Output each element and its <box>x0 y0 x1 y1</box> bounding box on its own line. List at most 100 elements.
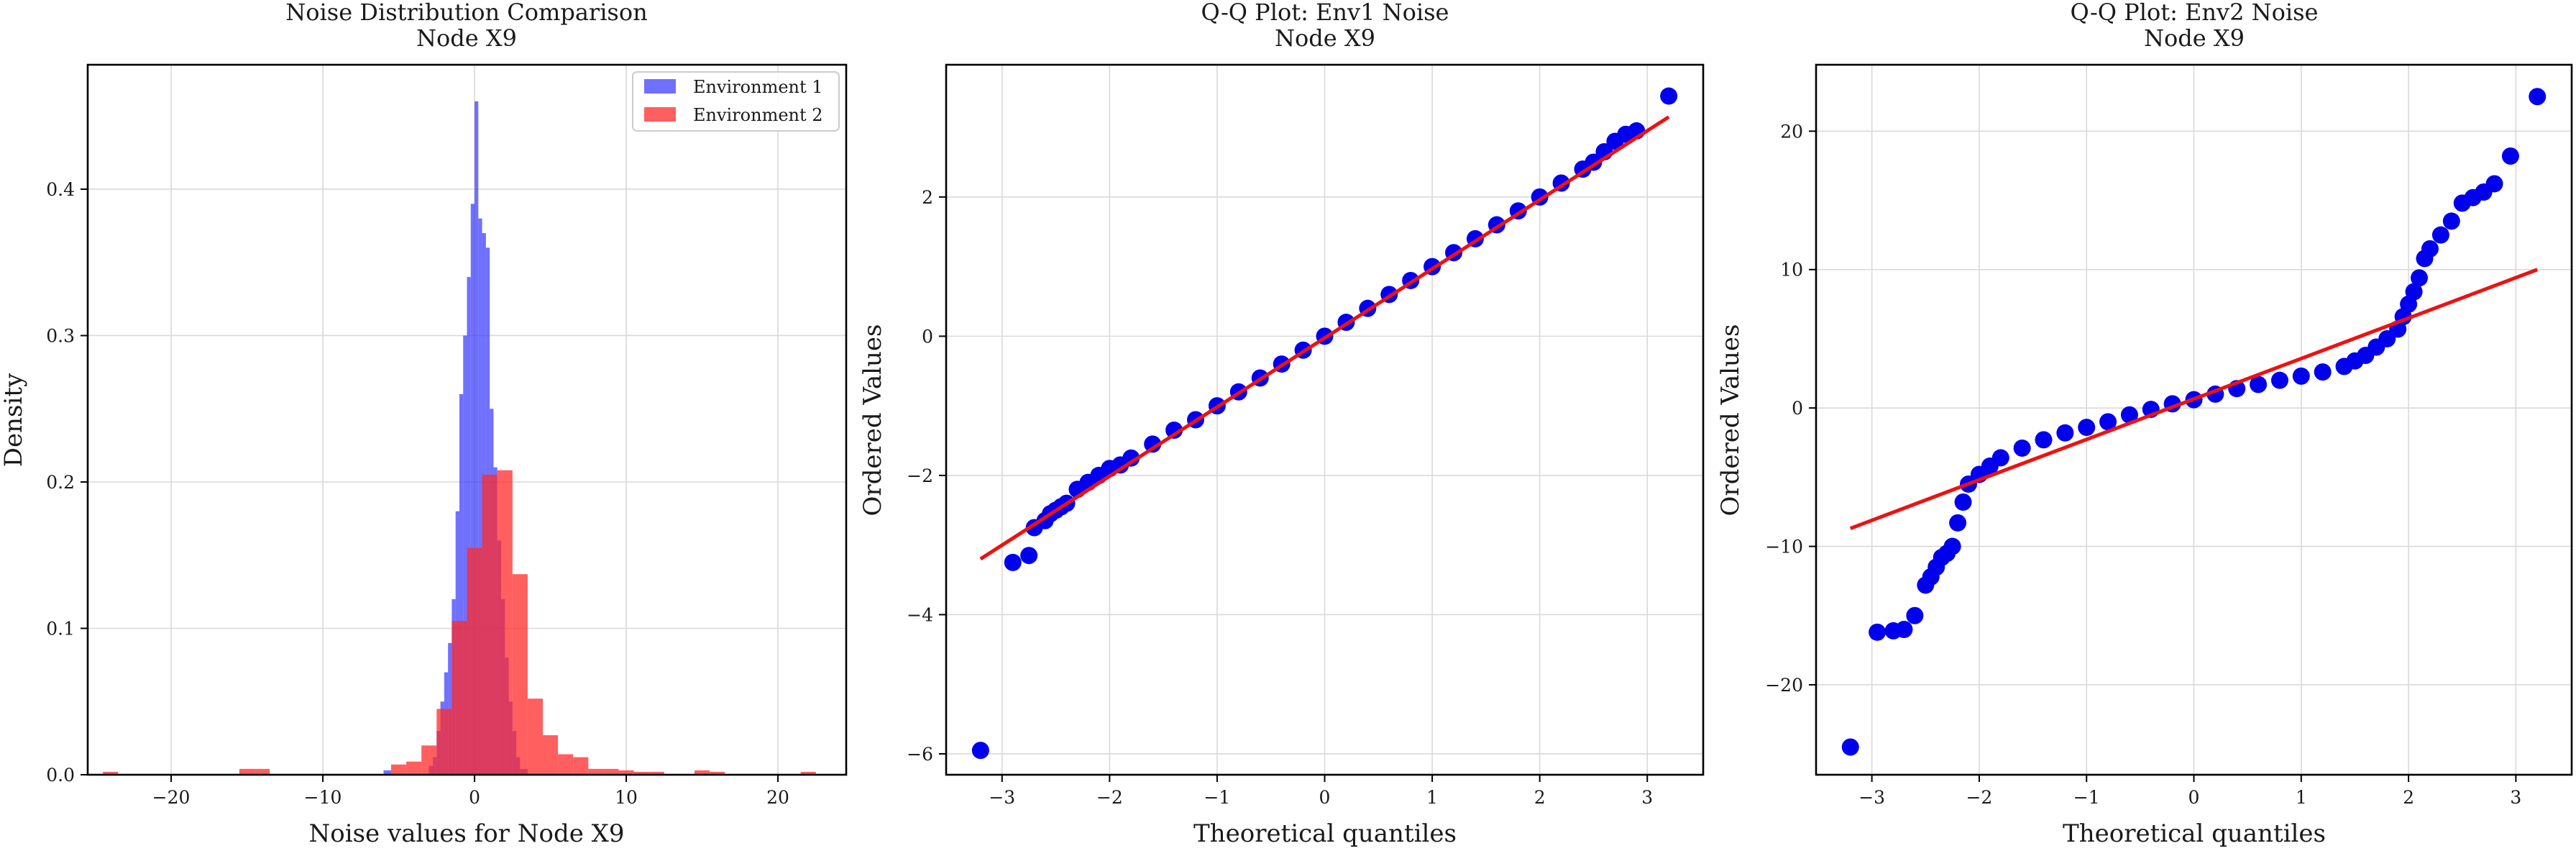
env2-bar <box>421 745 437 775</box>
qq-point <box>1949 514 1967 532</box>
y-ticks: −20 −10 0 10 20 <box>1765 121 1816 696</box>
env2-bar <box>618 770 634 775</box>
x-ticks: −3 −2 −1 0 1 2 3 <box>989 775 1653 808</box>
legend-label-env1: Environment 1 <box>693 77 823 97</box>
x-tick-label: 1 <box>2296 787 2307 808</box>
x-tick-label: 0 <box>1319 787 1331 808</box>
qq-point <box>971 742 989 760</box>
env2-bar <box>436 709 452 775</box>
x-tick-label: −20 <box>152 787 191 808</box>
panel-title-line2: Node X9 <box>416 24 517 52</box>
qq-point <box>2292 367 2310 385</box>
histogram-panel: Noise Distribution Comparison Node X9 −2… <box>0 0 848 848</box>
env2-bar <box>467 547 482 775</box>
panel-title-line1: Noise Distribution Comparison <box>285 0 647 26</box>
y-tick-label: 0 <box>922 326 933 347</box>
qq-point <box>1165 422 1183 440</box>
env1-bar <box>463 335 467 775</box>
env2-bars <box>103 470 816 775</box>
qq-fit-line <box>1849 268 2539 530</box>
qq-point <box>2078 419 2096 437</box>
x-axis-label: Theoretical quantiles <box>2063 819 2326 848</box>
y-tick-label: 20 <box>1780 121 1803 142</box>
qq-point <box>1943 537 1961 555</box>
qq-point <box>1906 606 1924 624</box>
qq-point <box>1954 493 1972 511</box>
qq-point <box>2270 371 2288 389</box>
qq-point <box>1020 547 1038 565</box>
grid-lines <box>946 65 1703 775</box>
y-ticks: −6 −4 −2 0 2 <box>907 187 946 765</box>
x-axis-label: Noise values for Node X9 <box>309 819 625 848</box>
legend-swatch-env2 <box>644 107 676 122</box>
x-tick-label: 1 <box>1426 787 1438 808</box>
env1-bar <box>475 101 479 775</box>
qq-point <box>1869 623 1887 641</box>
env2-bar <box>512 574 528 775</box>
x-tick-label: 0 <box>2188 787 2200 808</box>
y-tick-label: 0.4 <box>46 179 75 200</box>
panel-title-line2: Node X9 <box>2144 24 2245 52</box>
y-tick-label: 0 <box>1792 398 1803 419</box>
env2-bar <box>558 754 574 775</box>
env2-bar <box>452 621 467 775</box>
y-tick-label: −4 <box>907 604 933 625</box>
env2-bar <box>527 698 543 775</box>
x-tick-label: 2 <box>1534 787 1546 808</box>
y-axis-label: Ordered Values <box>858 324 887 516</box>
env1-bar <box>478 218 482 775</box>
panel-title-line2: Node X9 <box>1275 24 1375 52</box>
qq-point <box>1660 87 1678 105</box>
env2-bar <box>406 761 422 775</box>
y-tick-label: −20 <box>1765 675 1803 696</box>
qq-point <box>2411 269 2429 287</box>
x-tick-label: −1 <box>1204 787 1230 808</box>
env2-bar <box>648 771 664 775</box>
y-tick-label: 0.3 <box>46 325 75 346</box>
x-tick-label: −10 <box>304 787 342 808</box>
fit-line <box>1849 268 2539 530</box>
env1-bar <box>467 277 471 775</box>
legend-label-env2: Environment 2 <box>693 105 823 125</box>
qq-point <box>2431 226 2449 244</box>
env2-bar <box>603 768 619 775</box>
qq-point <box>2421 240 2439 258</box>
env1-bar <box>459 393 464 775</box>
x-ticks: −20 −10 0 10 20 <box>152 775 789 808</box>
qq-point <box>2485 175 2503 193</box>
x-tick-label: 3 <box>2510 787 2521 808</box>
qq-point <box>1841 738 1859 756</box>
x-tick-label: 10 <box>615 787 638 808</box>
x-tick-label: 0 <box>469 787 480 808</box>
env2-bar <box>239 768 255 775</box>
qq-point <box>2250 376 2268 393</box>
axes-frame <box>86 63 848 776</box>
qq-point <box>2035 431 2053 449</box>
env2-bar <box>543 735 559 775</box>
x-tick-label: −3 <box>1858 787 1885 808</box>
env2-bar <box>588 768 604 775</box>
qq-point <box>2099 413 2117 431</box>
legend-box <box>632 71 840 132</box>
qq-point <box>1144 435 1162 453</box>
env2-bar <box>573 757 589 775</box>
env2-bar <box>497 470 513 775</box>
env2-bar <box>800 771 816 775</box>
qq-point <box>1004 553 1022 571</box>
grid-lines <box>1816 65 2572 775</box>
env2-bar <box>695 770 710 775</box>
qq-point <box>2056 424 2074 442</box>
x-tick-label: 2 <box>2403 787 2414 808</box>
env2-bar <box>255 768 270 775</box>
env2-bar <box>482 474 498 775</box>
legend-swatch-env1 <box>644 79 676 94</box>
y-tick-label: 2 <box>922 187 933 208</box>
env1-bar <box>383 770 391 775</box>
env2-bar <box>103 771 119 775</box>
qq-point <box>1122 449 1140 467</box>
y-axis-label: Density <box>0 373 28 467</box>
x-axis-label: Theoretical quantiles <box>1193 819 1457 848</box>
qq-point <box>2501 147 2519 165</box>
env1-bar <box>470 204 475 775</box>
